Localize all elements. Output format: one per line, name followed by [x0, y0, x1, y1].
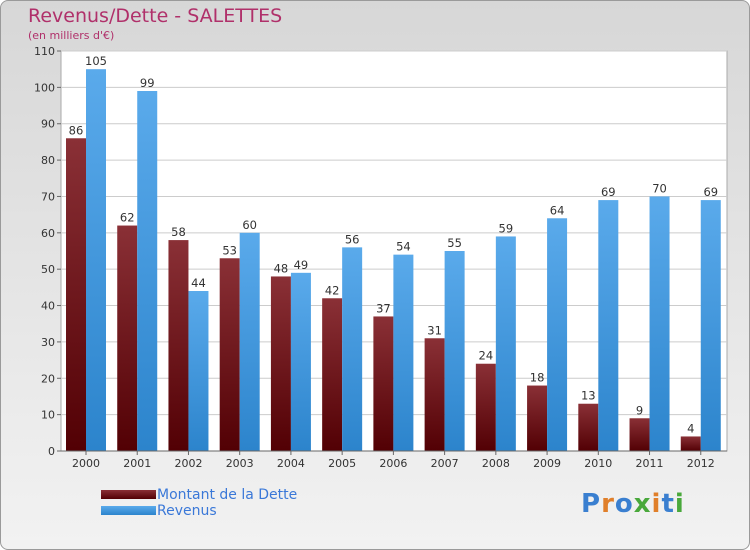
x-tick-label-2009: 2009: [533, 457, 561, 470]
bar-debt-2005: [322, 298, 343, 451]
legend-swatch-debt: [101, 490, 156, 499]
logo-letter: t: [661, 489, 675, 519]
value-label-debt-2006: 37: [376, 301, 391, 315]
bar-revenue-2005: [342, 247, 363, 451]
y-tick-label: 110: [34, 45, 55, 58]
legend-label-revenue: Revenus: [157, 503, 217, 519]
bar-revenue-2011: [649, 196, 670, 451]
bar-debt-2008: [475, 363, 496, 451]
legend-swatch-revenue: [101, 506, 156, 515]
bar-revenue-2009: [547, 218, 568, 451]
value-label-debt-2001: 62: [120, 211, 135, 225]
bar-debt-2003: [219, 258, 240, 451]
value-label-debt-2011: 9: [636, 403, 643, 417]
logo-letter: i: [651, 489, 662, 519]
bar-debt-2000: [66, 138, 86, 452]
value-label-debt-2009: 18: [530, 371, 545, 385]
value-label-revenue-2007: 55: [447, 236, 462, 250]
y-tick-label: 50: [41, 263, 55, 276]
logo-letter: r: [601, 489, 615, 519]
logo-letter: x: [633, 489, 652, 519]
bars: [66, 69, 721, 452]
bar-debt-2011: [629, 418, 650, 451]
value-label-revenue-2001: 99: [140, 76, 155, 90]
x-tick-label-2006: 2006: [379, 457, 407, 470]
bar-debt-2001: [117, 225, 138, 451]
legend-label-debt: Montant de la Dette: [157, 487, 298, 503]
x-tick-label-2003: 2003: [226, 457, 254, 470]
value-label-debt-2010: 13: [581, 389, 596, 403]
value-label-debt-2003: 53: [222, 243, 237, 257]
bar-revenue-2000: [86, 69, 106, 451]
y-tick-label: 100: [34, 81, 55, 94]
x-tick-label-2007: 2007: [431, 457, 459, 470]
value-label-revenue-2006: 54: [396, 240, 411, 254]
bar-revenue-2006: [393, 254, 414, 451]
bar-debt-2007: [424, 338, 445, 451]
bar-revenue-2001: [137, 91, 158, 451]
y-tick-label: 0: [48, 445, 55, 458]
y-tick-label: 20: [41, 372, 55, 385]
value-label-debt-2000: 86: [69, 123, 84, 137]
value-label-debt-2007: 31: [427, 323, 442, 337]
bar-revenue-2007: [444, 251, 465, 451]
x-tick-label-2005: 2005: [328, 457, 356, 470]
value-label-revenue-2008: 59: [499, 221, 514, 235]
x-tick-label-2008: 2008: [482, 457, 510, 470]
x-axis: 2000 2001 2002 2003 2004 2005 2006 2007 2008 2009…: [61, 450, 727, 470]
x-tick-label-2000: 2000: [72, 457, 100, 470]
value-label-debt-2005: 42: [325, 283, 340, 297]
value-label-revenue-2011: 70: [652, 181, 667, 195]
bar-revenue-2008: [495, 236, 516, 451]
x-tick-label-2012: 2012: [687, 457, 715, 470]
y-tick-label: 60: [41, 227, 55, 240]
x-tick-label-2001: 2001: [123, 457, 151, 470]
bar-debt-2002: [168, 240, 189, 451]
value-label-debt-2002: 58: [171, 225, 186, 239]
proxiti-logo: Proxiti: [581, 489, 685, 519]
x-tick-label-2004: 2004: [277, 457, 305, 470]
value-label-revenue-2004: 49: [294, 258, 309, 272]
chart-subtitle: (en milliers d'€): [28, 29, 115, 42]
bar-debt-2012: [680, 436, 701, 451]
value-label-debt-2008: 24: [479, 349, 494, 363]
value-label-revenue-2009: 64: [550, 203, 565, 217]
logo-letter: P: [581, 489, 602, 519]
bar-revenue-2004: [290, 272, 311, 451]
value-label-revenue-2005: 56: [345, 232, 360, 246]
x-tick-label-2011: 2011: [636, 457, 664, 470]
logo-letter: o: [614, 489, 634, 519]
bar-revenue-2012: [700, 200, 721, 451]
logo-letter: i: [674, 489, 685, 519]
bar-revenue-2003: [239, 232, 260, 451]
value-label-debt-2004: 48: [274, 261, 289, 275]
bar-debt-2009: [527, 385, 548, 451]
y-tick-label: 40: [41, 300, 55, 313]
value-label-revenue-2012: 69: [703, 185, 718, 199]
value-label-debt-2012: 4: [687, 421, 694, 435]
y-tick-label: 90: [41, 118, 55, 131]
y-tick-label: 80: [41, 154, 55, 167]
bar-debt-2010: [578, 403, 599, 451]
y-tick-label: 10: [41, 409, 55, 422]
bar-revenue-2010: [598, 200, 619, 451]
chart-title: Revenus/Dette - SALETTES: [28, 5, 283, 27]
value-label-revenue-2000: 105: [85, 54, 107, 68]
x-tick-label-2010: 2010: [584, 457, 612, 470]
y-tick-label: 30: [41, 336, 55, 349]
value-label-revenue-2010: 69: [601, 185, 616, 199]
x-tick-label-2002: 2002: [174, 457, 202, 470]
y-tick-label: 70: [41, 190, 55, 203]
bar-debt-2004: [270, 276, 291, 451]
y-axis: 0 10 20 30 40 50 60 70 80 90 100 110: [34, 45, 55, 458]
bar-revenue-2002: [188, 291, 209, 451]
value-label-revenue-2002: 44: [191, 276, 206, 290]
bar-debt-2006: [373, 316, 394, 451]
value-label-revenue-2003: 60: [242, 218, 257, 232]
